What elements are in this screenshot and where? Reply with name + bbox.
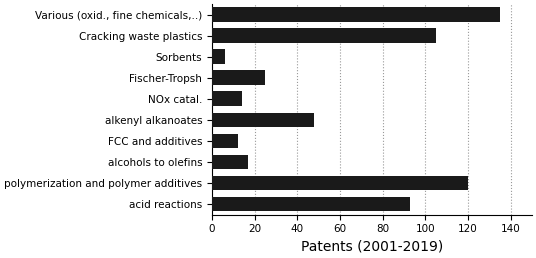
Bar [212, 134, 237, 148]
Bar [212, 112, 314, 127]
Bar [212, 49, 225, 64]
Bar [212, 28, 436, 43]
Bar [212, 92, 242, 106]
X-axis label: Patents (2001-2019): Patents (2001-2019) [301, 240, 443, 254]
Bar [212, 155, 248, 169]
Bar [212, 197, 410, 211]
Bar [212, 7, 500, 22]
Bar [212, 70, 265, 85]
Bar [212, 176, 468, 190]
